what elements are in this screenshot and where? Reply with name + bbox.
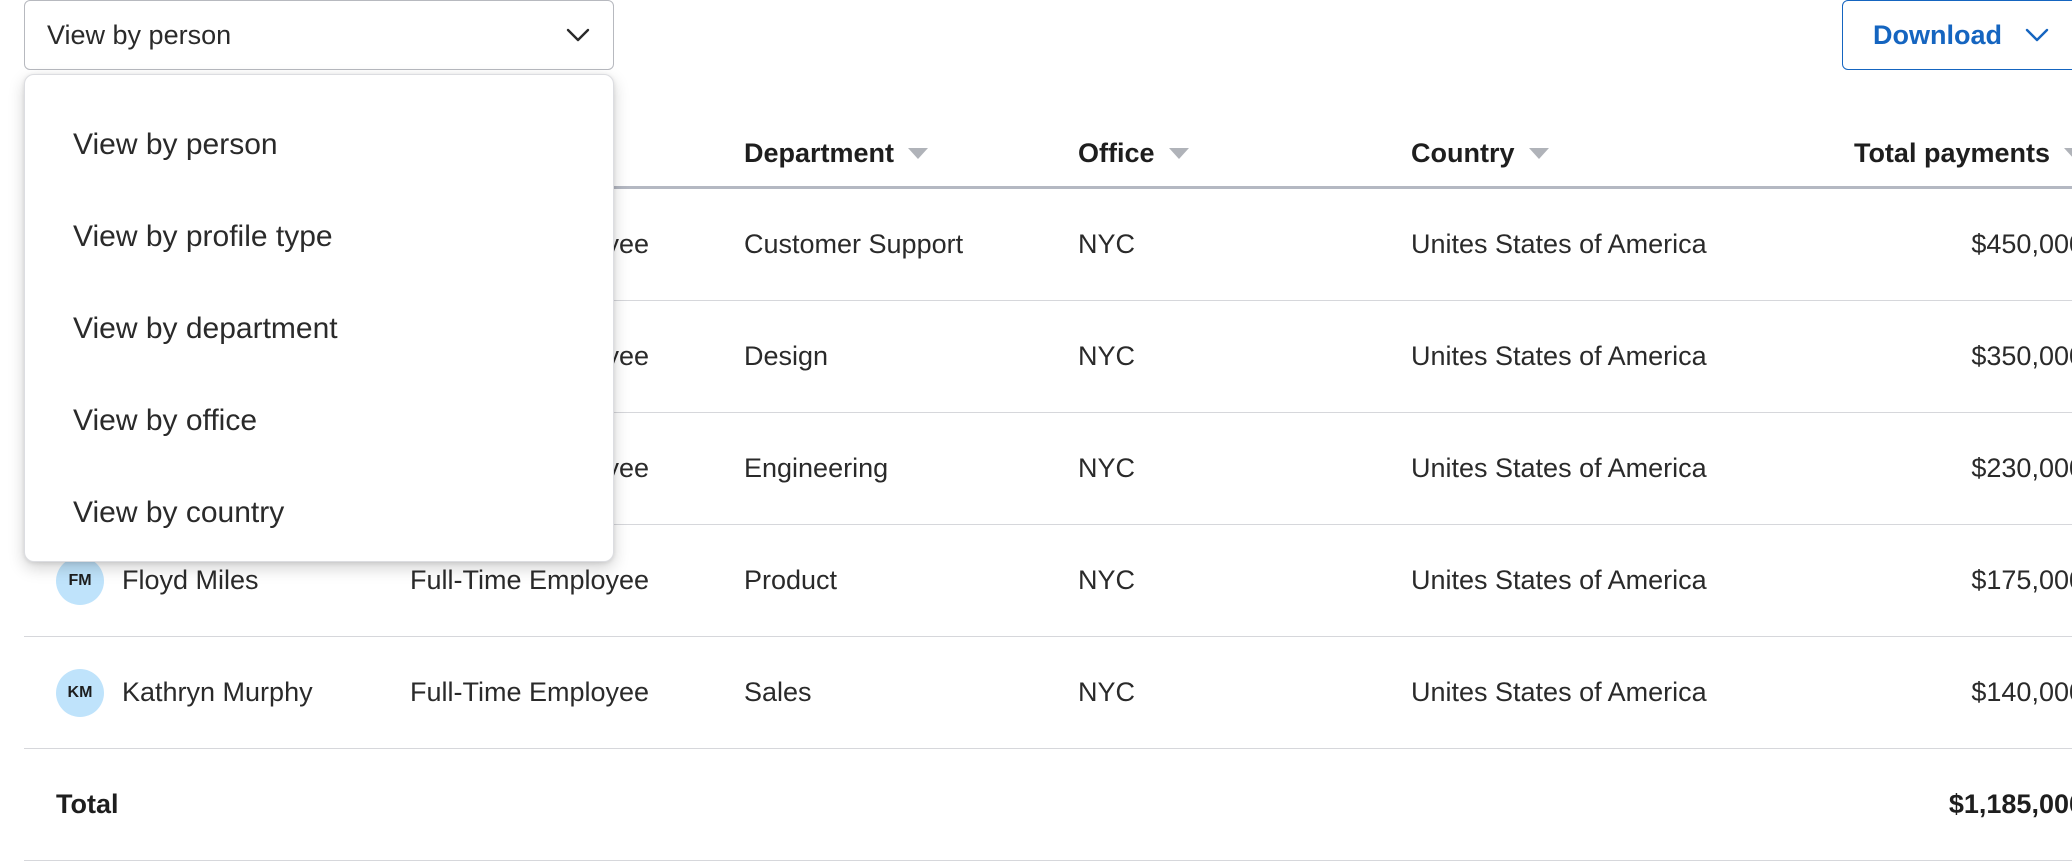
cell-country: Unites States of America: [1411, 677, 1707, 707]
avatar: KM: [56, 668, 104, 717]
cell-profile-type: Full-Time Employee: [410, 565, 650, 595]
cell-profile-type: Full-Time Employee: [410, 677, 650, 707]
column-header-label: Department: [744, 138, 895, 168]
column-header-country[interactable]: Country: [1411, 138, 1549, 169]
column-header-label: Office: [1078, 138, 1155, 168]
cell-total-payments: $350,000: [1971, 341, 2072, 371]
cell-office: NYC: [1078, 453, 1136, 483]
cell-department: Design: [744, 341, 829, 371]
chevron-down-icon: [2025, 28, 2049, 42]
menu-item-view-by-department[interactable]: View by department: [73, 312, 338, 345]
cell-department: Engineering: [744, 453, 889, 483]
cell-person[interactable]: KM Kathryn Murphy: [56, 637, 313, 748]
cell-total-payments: $175,000: [1971, 565, 2072, 595]
cell-department: Customer Support: [744, 229, 964, 259]
column-header-label: Country: [1411, 138, 1515, 168]
menu-item-view-by-office[interactable]: View by office: [73, 404, 257, 437]
person-name: Kathryn Murphy: [122, 677, 313, 707]
cell-country: Unites States of America: [1411, 565, 1707, 595]
cell-office: NYC: [1078, 341, 1136, 371]
download-button-label: Download: [1873, 19, 2002, 50]
cell-office: NYC: [1078, 229, 1136, 259]
cell-person[interactable]: FM Floyd Miles: [56, 525, 259, 636]
column-header-office[interactable]: Office: [1078, 138, 1189, 169]
cell-country: Unites States of America: [1411, 453, 1707, 483]
download-button[interactable]: Download: [1842, 0, 2072, 70]
cell-total-payments: $230,000: [1971, 453, 2072, 483]
sort-caret-icon[interactable]: [2064, 148, 2072, 159]
cell-office: NYC: [1078, 677, 1136, 707]
table-row[interactable]: FM Floyd Miles Full-Time Employee Produc…: [24, 525, 2072, 637]
chevron-down-icon: [566, 28, 590, 42]
cell-country: Unites States of America: [1411, 341, 1707, 371]
view-by-select-value: View by person: [47, 19, 232, 50]
cell-total-payments: $140,000: [1971, 677, 2072, 707]
table-total-row: Total $1,185,000: [24, 749, 2072, 861]
column-header-department[interactable]: Department: [744, 138, 929, 169]
menu-item-view-by-profile-type[interactable]: View by profile type: [73, 220, 333, 253]
sort-caret-icon[interactable]: [1168, 148, 1189, 159]
column-header-label: Total payments: [1853, 138, 2050, 168]
view-by-menu: View by person View by profile type View…: [24, 74, 614, 562]
cell-department: Sales: [744, 677, 812, 707]
sort-caret-icon[interactable]: [908, 148, 929, 159]
cell-office: NYC: [1078, 565, 1136, 595]
cell-total-payments: $450,000: [1971, 229, 2072, 259]
menu-item-view-by-person[interactable]: View by person: [73, 128, 278, 161]
menu-item-view-by-country[interactable]: View by country: [73, 496, 285, 529]
avatar: FM: [56, 556, 104, 605]
cell-country: Unites States of America: [1411, 229, 1707, 259]
view-by-select[interactable]: View by person: [24, 0, 614, 70]
sort-caret-icon[interactable]: [1528, 148, 1549, 159]
total-value: $1,185,000: [1948, 789, 2072, 819]
table-header-row: Department Office Country Total payments: [24, 120, 2072, 189]
person-name: Floyd Miles: [122, 565, 259, 595]
column-header-total-payments[interactable]: Total payments: [1724, 138, 2072, 169]
total-label: Total: [56, 789, 119, 819]
cell-department: Product: [744, 565, 838, 595]
table-row[interactable]: KM Kathryn Murphy Full-Time Employee Sal…: [24, 637, 2072, 749]
